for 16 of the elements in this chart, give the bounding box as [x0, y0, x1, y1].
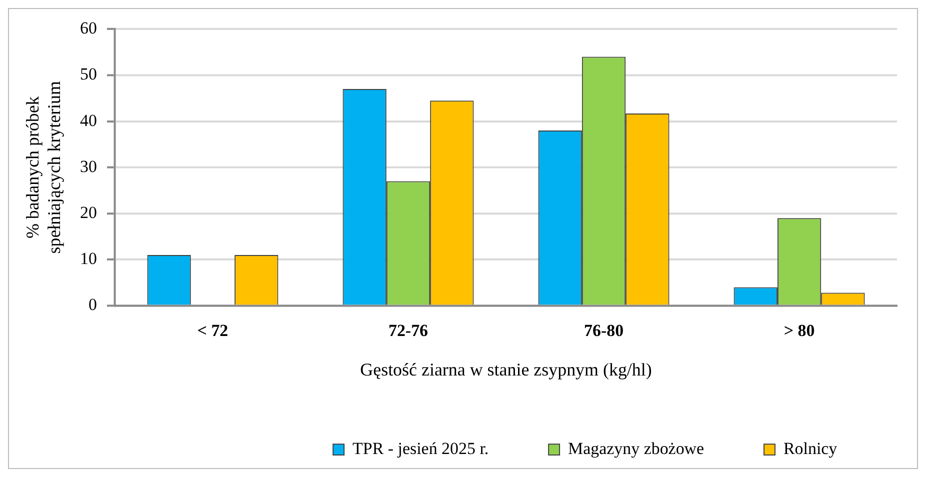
- x-axis-title: Gęstość ziarna w stanie zsypnym (kg/hl): [360, 359, 652, 380]
- x-tick-label: < 72: [197, 321, 228, 340]
- legend-label: Rolnicy: [783, 439, 838, 458]
- y-tick-label: 20: [80, 202, 98, 222]
- y-tick-label: 30: [80, 156, 98, 176]
- legend-label: Magazyny zbożowe: [568, 439, 704, 458]
- y-tick-label: 0: [88, 295, 98, 314]
- x-tick-label: > 80: [784, 321, 815, 340]
- y-tick-label: 40: [80, 110, 98, 130]
- y-tick-label: 50: [80, 64, 98, 84]
- y-tick-label: 60: [80, 18, 98, 38]
- y-axis-title: % badanych próbek spełniających kryterium: [22, 81, 64, 254]
- legend-label: TPR - jesień 2025 r.: [352, 439, 489, 458]
- y-tick-label: 10: [80, 249, 98, 268]
- x-tick-label: 72-76: [388, 321, 428, 340]
- x-tick-label: 76-80: [584, 321, 624, 340]
